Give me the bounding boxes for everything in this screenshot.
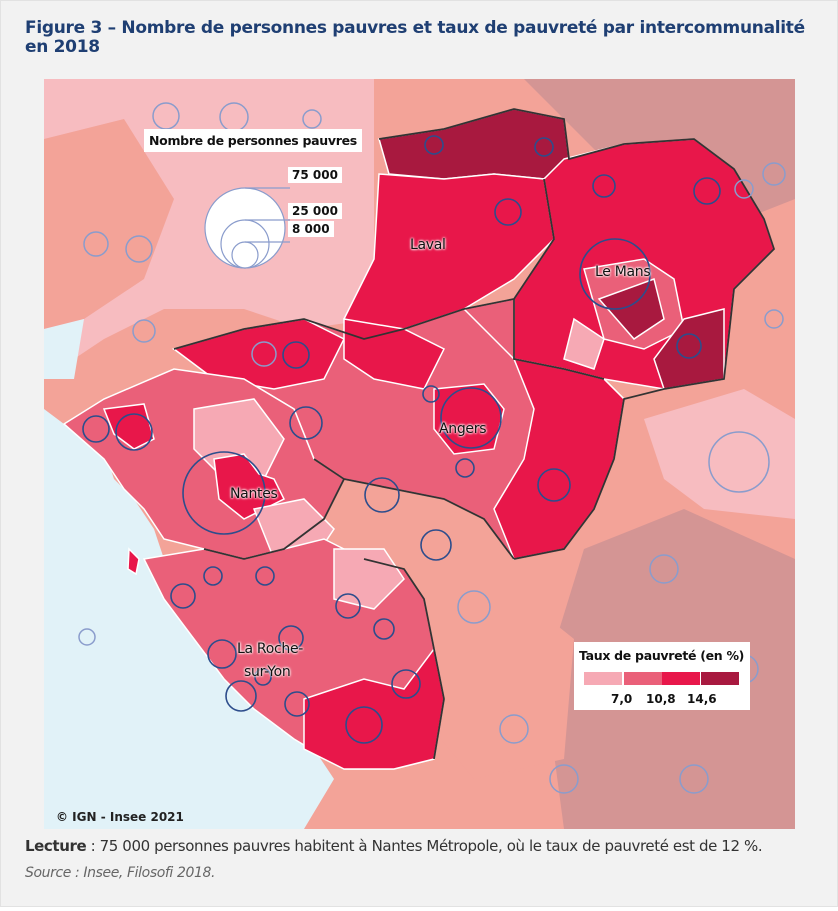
- map-copyright: © IGN - Insee 2021: [56, 810, 184, 824]
- size-legend-circles: [204, 187, 290, 269]
- size-legend-value-75000: 75 000: [288, 167, 342, 183]
- poverty-rate-legend: Taux de pauvreté (en %) 7,0 10,8 14,6: [574, 642, 750, 710]
- size-legend-value-8000: 8 000: [288, 221, 334, 237]
- city-label-angers: Angers: [439, 421, 487, 437]
- rate-swatch-low: [584, 672, 622, 685]
- reading-note-label: Lecture: [25, 837, 87, 855]
- map-canvas: [44, 79, 795, 829]
- figure-title: Figure 3 – Nombre de personnes pauvres e…: [25, 18, 805, 57]
- reading-note: Lecture : 75 000 personnes pauvres habit…: [25, 837, 763, 855]
- city-label-la-roche-sur-yon-line1: La Roche-: [237, 641, 304, 657]
- source-note: Source : Insee, Filosofi 2018.: [25, 865, 216, 881]
- rate-swatch-very-high: [701, 672, 739, 685]
- poverty-map: Nombre de personnes pauvres 75 000 25 00…: [44, 79, 795, 829]
- size-legend-value-25000: 25 000: [288, 203, 342, 219]
- rate-legend-title: Taux de pauvreté (en %): [579, 648, 745, 663]
- city-label-laval: Laval: [410, 237, 446, 253]
- reading-note-text: : 75 000 personnes pauvres habitent à Na…: [86, 837, 763, 855]
- rate-threshold-1: 7,0: [611, 692, 633, 706]
- region-pays-de-la-loire: [62, 108, 775, 770]
- rate-swatch-high: [662, 672, 700, 685]
- rate-threshold-2: 10,8: [646, 692, 676, 706]
- city-label-la-roche-sur-yon-line2: sur-Yon: [244, 664, 291, 680]
- rate-swatch-mid: [624, 672, 662, 685]
- city-label-nantes: Nantes: [230, 486, 278, 502]
- rate-threshold-3: 14,6: [687, 692, 717, 706]
- proportional-circles: [82, 135, 721, 744]
- city-label-le-mans: Le Mans: [595, 264, 651, 280]
- size-legend-title: Nombre de personnes pauvres: [144, 129, 362, 152]
